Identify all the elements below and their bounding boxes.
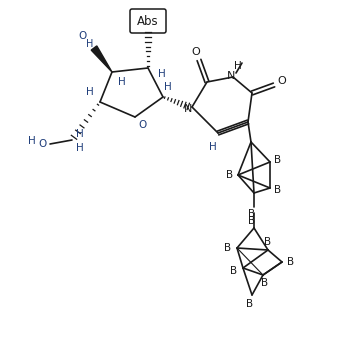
Text: O: O — [278, 76, 287, 86]
Text: H: H — [86, 87, 94, 97]
Text: O: O — [191, 47, 200, 57]
Polygon shape — [91, 46, 112, 72]
Text: B: B — [225, 243, 232, 253]
Text: H: H — [118, 77, 126, 87]
Text: B: B — [288, 257, 295, 267]
Text: B: B — [246, 299, 253, 309]
Text: B: B — [249, 216, 256, 226]
Text: N: N — [227, 71, 235, 81]
Text: N: N — [184, 104, 192, 114]
Text: Abs: Abs — [137, 14, 159, 28]
Text: O: O — [78, 31, 86, 41]
Text: H: H — [86, 39, 94, 49]
Text: H: H — [28, 136, 36, 146]
Text: B: B — [262, 278, 269, 288]
Text: B: B — [249, 209, 256, 219]
Text: H: H — [158, 69, 166, 79]
Text: O: O — [38, 139, 46, 149]
FancyBboxPatch shape — [130, 9, 166, 33]
Text: B: B — [275, 155, 282, 165]
Text: H: H — [76, 143, 84, 153]
Text: B: B — [264, 237, 271, 247]
Text: H: H — [164, 82, 172, 92]
Text: B: B — [275, 185, 282, 195]
Text: O: O — [138, 120, 146, 130]
Text: B: B — [231, 266, 238, 276]
Text: B: B — [226, 170, 234, 180]
Text: H: H — [76, 129, 84, 139]
Text: H: H — [209, 142, 217, 152]
Text: H: H — [234, 61, 242, 71]
